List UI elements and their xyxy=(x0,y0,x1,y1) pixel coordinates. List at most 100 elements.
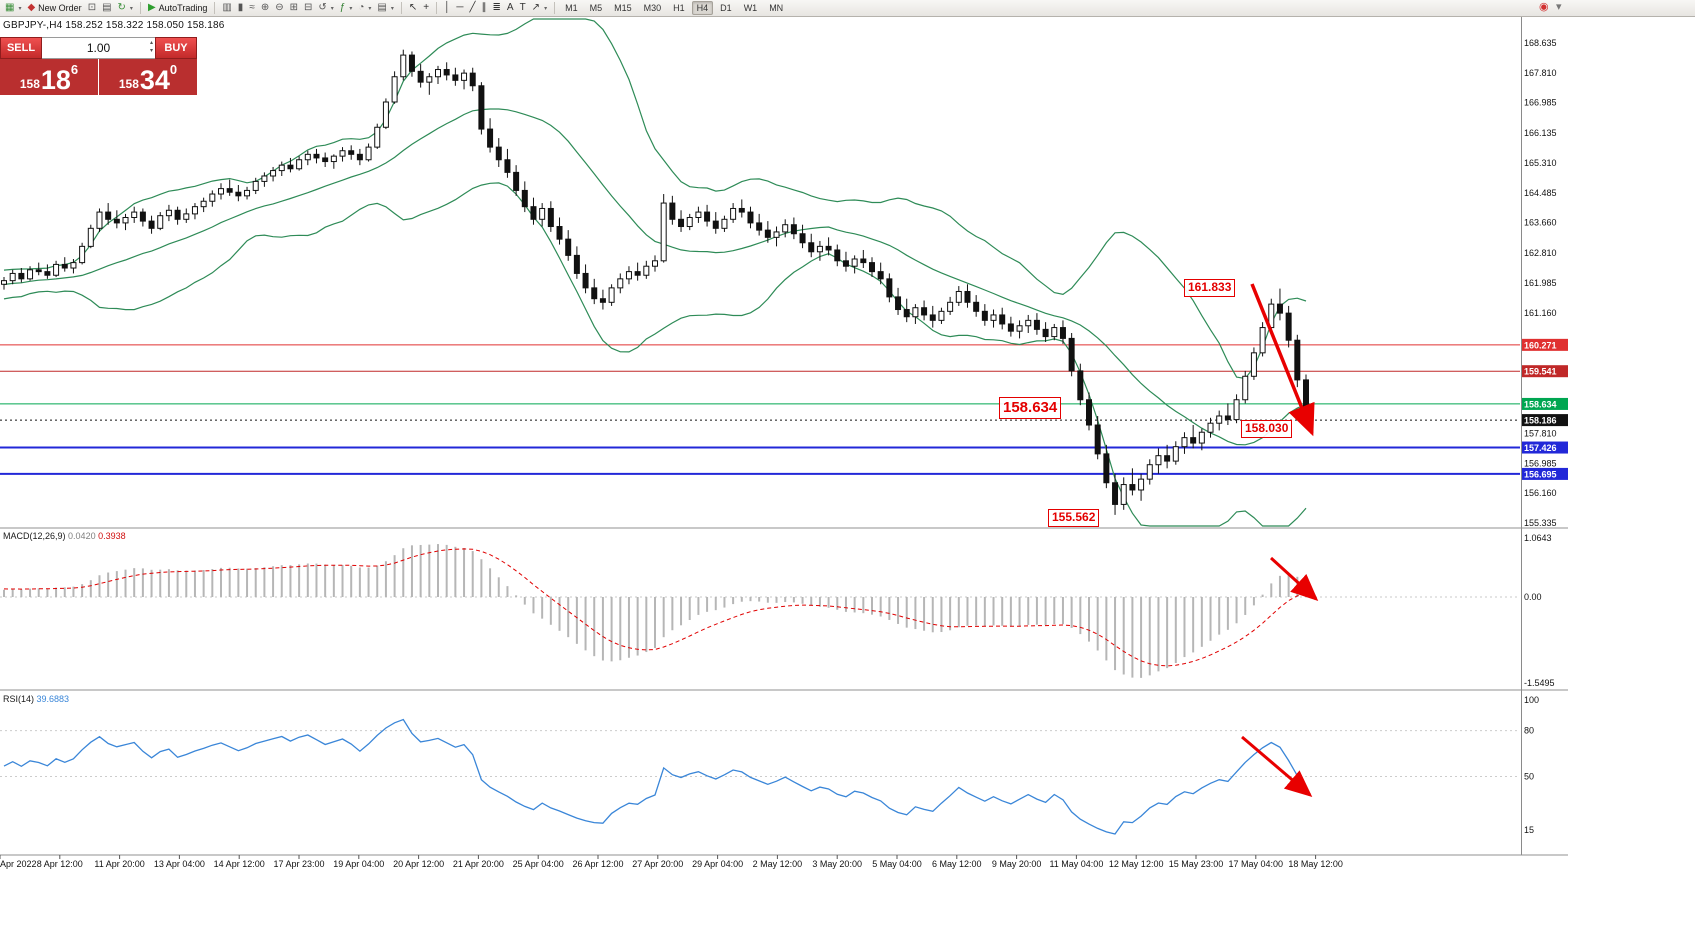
svg-text:163.660: 163.660 xyxy=(1524,218,1557,228)
crosshair-button[interactable]: + xyxy=(420,1,432,16)
sell-price-prefix: 158 xyxy=(19,77,40,91)
svg-text:158.634: 158.634 xyxy=(1524,399,1557,409)
svg-text:25 Apr 04:00: 25 Apr 04:00 xyxy=(513,859,564,869)
svg-text:15: 15 xyxy=(1524,825,1534,835)
equidistant-channel-icon: ∥ xyxy=(481,2,487,13)
periods-button[interactable]: ◔ ▾ xyxy=(355,1,374,16)
new-order-button[interactable]: ◆ New Order xyxy=(24,1,84,16)
trend-arrows[interactable] xyxy=(1241,283,1319,797)
timeframe-h4-button[interactable]: H4 xyxy=(691,1,714,15)
cycle-charts-icon: ↺ xyxy=(318,2,327,13)
crosshair-icon: + xyxy=(423,2,430,13)
volume-spin-buttons[interactable]: ▴ ▾ xyxy=(150,39,153,56)
new-chart-button[interactable]: ▦ ▾ xyxy=(2,1,24,16)
text-label-button[interactable]: T xyxy=(517,1,529,16)
price-axis[interactable]: 168.635 167.810 166.985 166.135 165.310 164.4… xyxy=(1521,17,1695,870)
profiles-button[interactable]: ▤ xyxy=(99,1,114,16)
autotrading-button[interactable]: ▶ AutoTrading xyxy=(145,1,210,16)
timeframe-w1-button[interactable]: W1 xyxy=(743,3,758,13)
chart-canvas[interactable]: 168.635 167.810 166.985 166.135 165.310 164.4… xyxy=(0,17,1695,938)
horizontal-line-button[interactable]: ─ xyxy=(453,1,466,16)
refresh-button[interactable]: ↻ ▾ xyxy=(115,1,136,16)
tile-windows-icon: ⊞ xyxy=(289,2,298,13)
time-axis[interactable]: Apr 2022 8 Apr 12:00 11 Apr 20:00 13 Apr 04… xyxy=(0,855,1343,869)
alert-icon[interactable]: ◉ xyxy=(1539,1,1549,13)
cursor-button[interactable]: ↖ xyxy=(406,1,420,16)
vertical-line-button[interactable]: │ xyxy=(441,1,453,16)
text-button[interactable]: A xyxy=(504,1,517,16)
svg-text:162.810: 162.810 xyxy=(1524,248,1557,258)
trendline-icon: ╱ xyxy=(469,2,476,13)
dropdown-caret-icon[interactable]: ▾ xyxy=(390,5,394,12)
svg-text:160.271: 160.271 xyxy=(1524,340,1557,350)
timeframe-m1-button[interactable]: M1 xyxy=(565,3,578,13)
zoom-in-button[interactable]: ⊕ xyxy=(258,1,272,16)
timeframe-m15-button[interactable]: M15 xyxy=(614,3,632,13)
svg-text:168.635: 168.635 xyxy=(1524,38,1557,48)
arrow-objects-button[interactable]: ↗ ▾ xyxy=(529,1,550,16)
volume-up-icon[interactable]: ▴ xyxy=(149,40,153,46)
sell-button[interactable]: SELL xyxy=(0,37,42,59)
macd-name: MACD(12,26,9) xyxy=(3,531,66,541)
zoom-in-icon: ⊕ xyxy=(260,2,270,13)
bar-chart-button[interactable]: ▥ xyxy=(219,1,234,16)
autotrading-icon: ▶ xyxy=(147,2,156,13)
svg-text:2 May 12:00: 2 May 12:00 xyxy=(753,859,803,869)
svg-text:29 Apr 04:00: 29 Apr 04:00 xyxy=(692,859,743,869)
buy-price-pip: 0 xyxy=(169,62,178,77)
svg-text:11 Apr 20:00: 11 Apr 20:00 xyxy=(94,859,144,869)
zoom-out-button[interactable]: ⊖ xyxy=(272,1,286,16)
svg-text:14 Apr 12:00: 14 Apr 12:00 xyxy=(214,859,265,869)
timeframe-mn-button[interactable]: MN xyxy=(769,3,784,13)
fibonacci-button[interactable]: ≣ xyxy=(490,1,504,16)
new-order-label: New Order xyxy=(38,3,82,13)
toolbar-separator xyxy=(214,2,216,14)
chart-windows-button[interactable]: ⊡ xyxy=(85,1,99,16)
timeframe-m5-button[interactable]: M5 xyxy=(589,3,603,13)
svg-text:158.186: 158.186 xyxy=(1524,416,1557,426)
candlestick-chart-button[interactable]: ▮ xyxy=(235,1,247,16)
price-annotation[interactable]: 158.030 xyxy=(1241,420,1293,438)
horizontal-level-lines[interactable] xyxy=(0,344,1520,475)
rsi-name: RSI(14) xyxy=(3,694,35,704)
dropdown-caret-icon[interactable]: ▾ xyxy=(544,5,548,12)
svg-text:166.985: 166.985 xyxy=(1524,98,1557,108)
volume-stepper[interactable]: ▴▾ xyxy=(42,37,155,59)
buy-button[interactable]: BUY xyxy=(155,37,197,59)
equidistant-channel-button[interactable]: ∥ xyxy=(479,1,490,16)
cycle-charts-button[interactable]: ↺ ▾ xyxy=(315,1,336,16)
sell-price-button[interactable]: 158 18 6 xyxy=(0,59,98,95)
macd-value-main: 0.0420 xyxy=(68,531,96,541)
timeframe-d1-button[interactable]: D1 xyxy=(720,3,732,13)
timeframe-m30-button[interactable]: M30 xyxy=(643,3,662,13)
templates-button[interactable]: ▤ ▾ xyxy=(374,1,396,16)
price-annotation[interactable]: 155.562 xyxy=(1048,509,1100,527)
fibonacci-icon: ≣ xyxy=(492,2,501,13)
price-annotation[interactable]: 161.833 xyxy=(1184,279,1236,297)
volume-down-icon[interactable]: ▾ xyxy=(149,48,153,55)
auto-arrange-button[interactable]: ⊟ xyxy=(301,1,315,16)
panel-toggle-icon[interactable]: ▾ xyxy=(1556,1,1562,13)
timeframe-h1-button[interactable]: H1 xyxy=(673,3,685,13)
svg-text:11 May 04:00: 11 May 04:00 xyxy=(1049,859,1103,869)
line-chart-button[interactable]: ≈ xyxy=(246,1,258,16)
volume-input[interactable] xyxy=(58,40,139,56)
svg-text:8 Apr 12:00: 8 Apr 12:00 xyxy=(37,859,83,869)
dropdown-caret-icon[interactable]: ▾ xyxy=(18,5,22,12)
dropdown-caret-icon[interactable]: ▾ xyxy=(349,5,353,12)
svg-text:161.985: 161.985 xyxy=(1524,278,1557,288)
tile-windows-button[interactable]: ⊞ xyxy=(287,1,301,16)
buy-price-button[interactable]: 158 34 0 xyxy=(99,59,197,95)
svg-text:157.810: 157.810 xyxy=(1524,429,1557,439)
trendline-button[interactable]: ╱ xyxy=(466,1,478,16)
dropdown-caret-icon[interactable]: ▾ xyxy=(368,5,372,12)
indicators-button[interactable]: ƒ ▾ xyxy=(337,1,356,16)
dropdown-caret-icon[interactable]: ▾ xyxy=(129,5,133,12)
price-annotation[interactable]: 158.634 xyxy=(999,397,1062,419)
toolbar-separator xyxy=(139,2,141,14)
horizontal-line-icon: ─ xyxy=(456,2,464,13)
text-icon: A xyxy=(506,2,514,13)
dropdown-caret-icon[interactable]: ▾ xyxy=(330,5,334,12)
text-label-icon: T xyxy=(519,2,526,13)
indicators-icon: ƒ xyxy=(339,2,346,13)
